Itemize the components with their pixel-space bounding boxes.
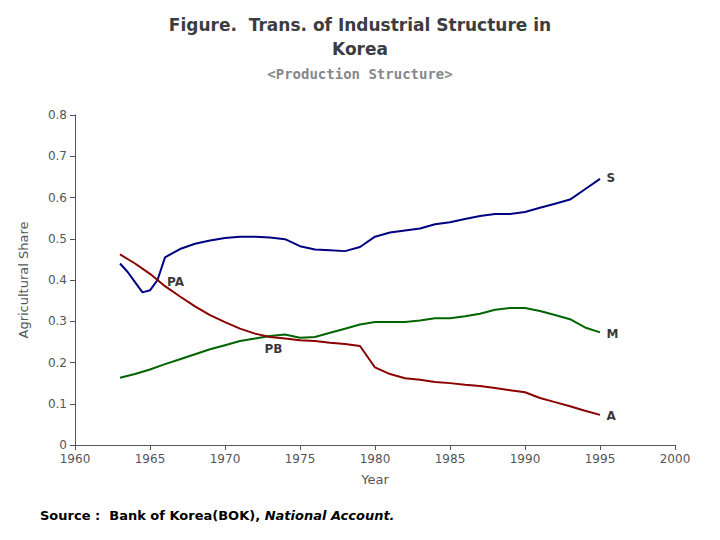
- svg-text:0.6: 0.6: [48, 191, 67, 205]
- svg-text:1960: 1960: [60, 452, 91, 466]
- svg-text:0.3: 0.3: [48, 314, 67, 328]
- svg-text:0.8: 0.8: [48, 108, 67, 122]
- svg-text:0.7: 0.7: [48, 149, 67, 163]
- svg-text:1980: 1980: [360, 452, 391, 466]
- svg-text:Year: Year: [360, 472, 389, 487]
- svg-text:1975: 1975: [285, 452, 316, 466]
- svg-text:1990: 1990: [510, 452, 541, 466]
- svg-text:<Production Structure>: <Production Structure>: [267, 66, 452, 82]
- svg-text:1965: 1965: [135, 452, 166, 466]
- svg-text:0.2: 0.2: [48, 356, 67, 370]
- svg-text:PB: PB: [265, 342, 283, 356]
- svg-text:PA: PA: [167, 275, 185, 289]
- svg-text:0.1: 0.1: [48, 397, 67, 411]
- svg-text:0: 0: [59, 438, 67, 452]
- svg-text:1970: 1970: [210, 452, 241, 466]
- svg-text:0.4: 0.4: [48, 273, 67, 287]
- svg-text:Agricultural Share: Agricultural Share: [16, 221, 31, 338]
- svg-text:A: A: [607, 409, 617, 423]
- svg-text:1985: 1985: [435, 452, 466, 466]
- svg-text:0.5: 0.5: [48, 232, 67, 246]
- svg-text:S: S: [607, 171, 616, 185]
- svg-text:Figure. Trans. of Industrial: Figure. Trans. of Industrial Structure i…: [169, 15, 551, 35]
- svg-text:Source : Bank of Korea(BOK),: Source : Bank of Korea(BOK),: [40, 508, 265, 523]
- svg-text:1995: 1995: [585, 452, 616, 466]
- svg-text:2000: 2000: [660, 452, 691, 466]
- svg-text:National Account.: National Account.: [265, 508, 395, 523]
- svg-text:M: M: [607, 327, 619, 341]
- svg-text:Korea: Korea: [332, 39, 388, 59]
